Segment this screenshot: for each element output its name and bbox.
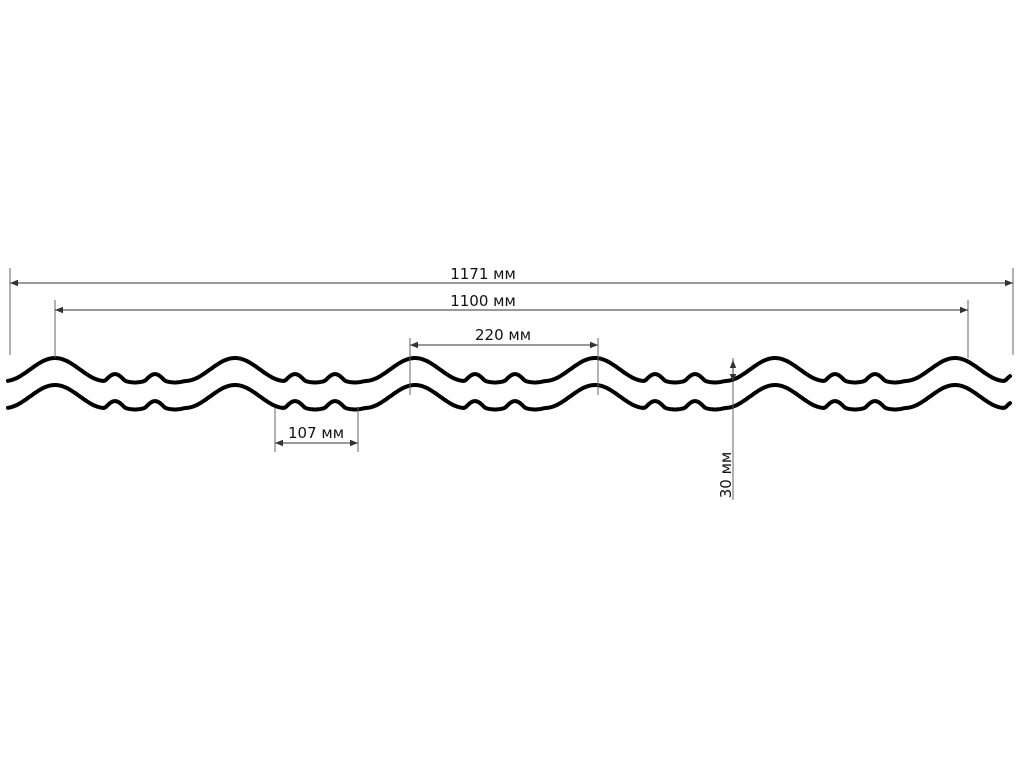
dim-label: 107 мм [288,424,344,442]
profile-bottom [6,383,1012,412]
dim-total: 1171 мм [9,265,1014,355]
dim-label: 220 мм [475,326,531,344]
dim-small: 107 мм [274,408,359,452]
dim-label: 1171 мм [450,265,516,283]
dim-step: 220 мм [409,326,599,395]
dim-label: 1100 мм [450,292,516,310]
dim-label: 30 мм [717,452,735,499]
dim-height: 30 мм [717,358,737,500]
profile-top [6,356,1012,385]
dim-working: 1100 мм [54,292,969,358]
